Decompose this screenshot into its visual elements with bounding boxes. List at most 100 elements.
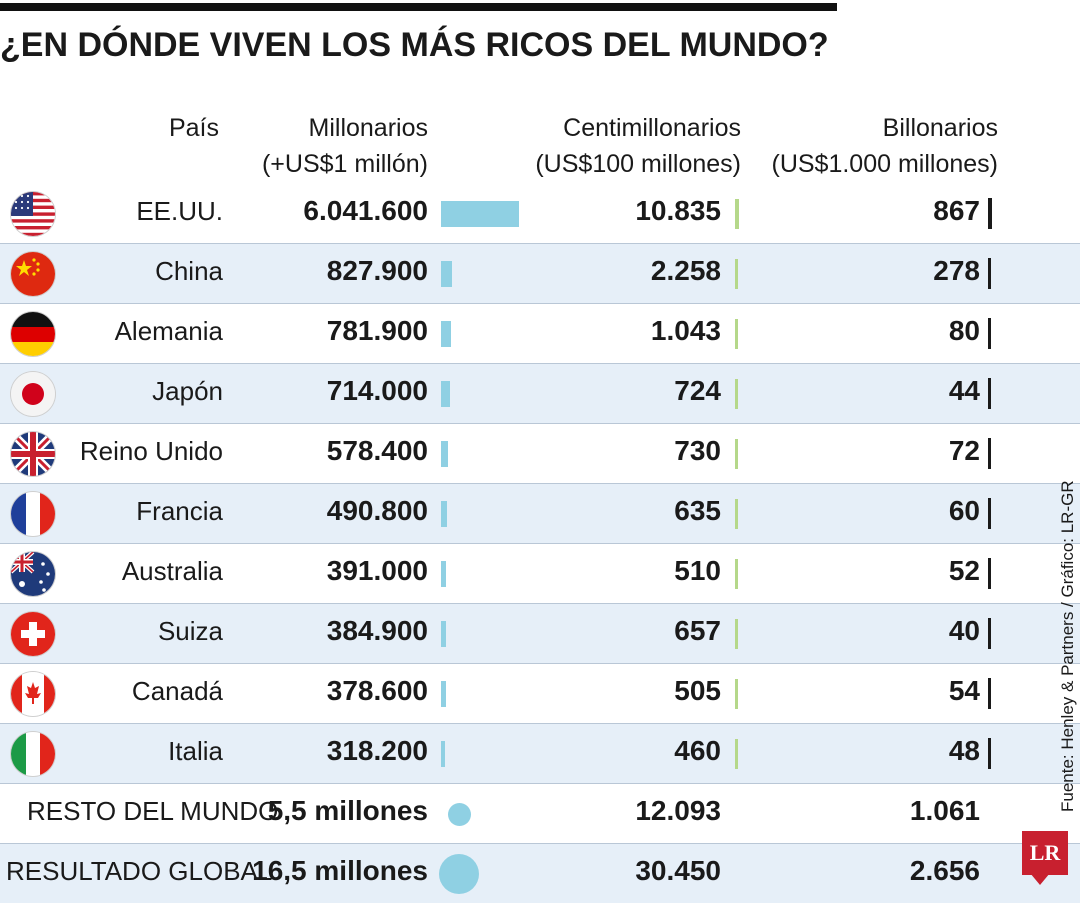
millionaires-bar — [441, 741, 445, 767]
millionaires-bar — [441, 381, 450, 407]
header-millionaires-unit: (+US$1 millón) — [261, 150, 428, 178]
billionaires-bar — [988, 438, 991, 469]
row-divider — [0, 423, 1080, 424]
total-billionaires-value: 1.061 — [909, 795, 980, 826]
row-divider — [0, 723, 1080, 724]
lr-logo: LR — [1022, 831, 1068, 885]
total-millionaires-value: 5,5 millones — [267, 795, 428, 826]
row-divider — [0, 663, 1080, 664]
millionaires-value: 578.400 — [326, 435, 428, 466]
millionaires-value: 378.600 — [326, 675, 428, 706]
japan-flag-icon — [11, 372, 55, 416]
billionaires-value: 48 — [948, 735, 980, 766]
header-billionaires: Billonarios (US$1.000 millones) — [772, 110, 999, 182]
row-divider — [0, 363, 1080, 364]
billionaires-bar — [988, 558, 991, 589]
row-divider — [0, 243, 1080, 244]
header-millionaires: Millonarios (+US$1 millón) — [262, 110, 428, 182]
total-centimillionaires-value: 12.093 — [635, 795, 721, 826]
billionaires-value: 54 — [948, 675, 980, 706]
switzerland-flag-icon — [11, 612, 55, 656]
header-country: País — [169, 110, 219, 146]
row-divider — [0, 843, 1080, 844]
centimillionaires-bar — [735, 439, 738, 469]
total-centimillionaires-value: 30.450 — [635, 855, 721, 886]
total-millionaires-value: 16,5 millones — [252, 855, 428, 886]
centimillionaires-value: 10.835 — [635, 195, 721, 226]
centimillionaires-bar — [735, 559, 738, 589]
billionaires-bar — [988, 198, 992, 229]
centimillionaires-bar — [735, 499, 738, 529]
country-name: Suiza — [157, 616, 223, 646]
total-row: RESTO DEL MUNDO 5,5 millones 12.093 1.061 — [0, 784, 1080, 843]
header-billionaires-label: Billonarios — [882, 114, 998, 142]
country-name: Australia — [121, 556, 223, 586]
germany-flag-icon — [11, 312, 55, 356]
table-row: Francia 490.800 635 60 — [0, 484, 1080, 543]
millionaires-bar — [441, 321, 451, 347]
table-row: Reino Unido 578.400 730 72 — [0, 424, 1080, 483]
centimillionaires-value: 635 — [674, 495, 721, 526]
centimillionaires-bar — [735, 739, 738, 769]
millionaires-bar — [441, 201, 519, 227]
millionaires-bar — [441, 441, 448, 467]
header-billionaires-unit: (US$1.000 millones) — [771, 150, 999, 178]
billionaires-bar — [988, 318, 991, 349]
millionaires-bubble — [447, 802, 471, 826]
total-billionaires-value: 2.656 — [909, 855, 980, 886]
millionaires-bar — [441, 561, 446, 587]
total-row: RESULTADO GLOBAL 16,5 millones 30.450 2.656 — [0, 844, 1080, 903]
country-name: Canadá — [131, 676, 223, 706]
centimillionaires-value: 724 — [674, 375, 721, 406]
billionaires-value: 44 — [948, 375, 980, 406]
centimillionaires-value: 730 — [674, 435, 721, 466]
table-row: EE.UU. 6.041.600 10.835 867 — [0, 184, 1080, 243]
millionaires-value: 6.041.600 — [303, 195, 428, 226]
table-row: Canadá 378.600 505 54 — [0, 664, 1080, 723]
billionaires-value: 867 — [933, 195, 980, 226]
france-flag-icon — [11, 492, 55, 536]
centimillionaires-value: 657 — [674, 615, 721, 646]
billionaires-value: 278 — [933, 255, 980, 286]
billionaires-bar — [988, 618, 991, 649]
millionaires-value: 318.200 — [326, 735, 428, 766]
table-row: Australia 391.000 510 52 — [0, 544, 1080, 603]
millionaires-value: 827.900 — [326, 255, 428, 286]
millionaires-bar — [441, 261, 452, 287]
centimillionaires-bar — [735, 319, 738, 349]
country-name: Francia — [136, 496, 223, 526]
billionaires-value: 40 — [948, 615, 980, 646]
row-divider — [0, 783, 1080, 784]
billionaires-value: 72 — [948, 435, 980, 466]
country-name: EE.UU. — [136, 196, 223, 226]
centimillionaires-value: 505 — [674, 675, 721, 706]
millionaires-value: 490.800 — [326, 495, 428, 526]
italy-flag-icon — [11, 732, 55, 776]
header-centimillionaires: Centimillonarios (US$100 millones) — [535, 110, 741, 182]
header-centimillionaires-label: Centimillonarios — [563, 114, 741, 142]
billionaires-bar — [988, 738, 991, 769]
total-label: RESULTADO GLOBAL — [6, 856, 273, 886]
billionaires-bar — [988, 258, 991, 289]
millionaires-bubble — [439, 854, 479, 894]
canada-flag-icon — [11, 672, 55, 716]
billionaires-bar — [988, 378, 991, 409]
country-name: Italia — [168, 736, 223, 766]
centimillionaires-bar — [735, 199, 739, 229]
billionaires-value: 52 — [948, 555, 980, 586]
country-name: Alemania — [114, 316, 223, 346]
table-row: Suiza 384.900 657 40 — [0, 604, 1080, 663]
centimillionaires-bar — [735, 259, 738, 289]
centimillionaires-value: 2.258 — [650, 255, 721, 286]
header-millionaires-label: Millonarios — [308, 114, 428, 142]
centimillionaires-bar — [735, 679, 738, 709]
centimillionaires-value: 460 — [674, 735, 721, 766]
china-flag-icon — [11, 252, 55, 296]
centimillionaires-value: 510 — [674, 555, 721, 586]
row-divider — [0, 303, 1080, 304]
centimillionaires-value: 1.043 — [650, 315, 721, 346]
total-label: RESTO DEL MUNDO — [27, 796, 279, 826]
row-divider — [0, 483, 1080, 484]
chart-title: ¿EN DÓNDE VIVEN LOS MÁS RICOS DEL MUNDO? — [0, 26, 829, 64]
source-note: Fuente: Henley & Partners / Gráfico: LR-… — [1058, 480, 1077, 812]
